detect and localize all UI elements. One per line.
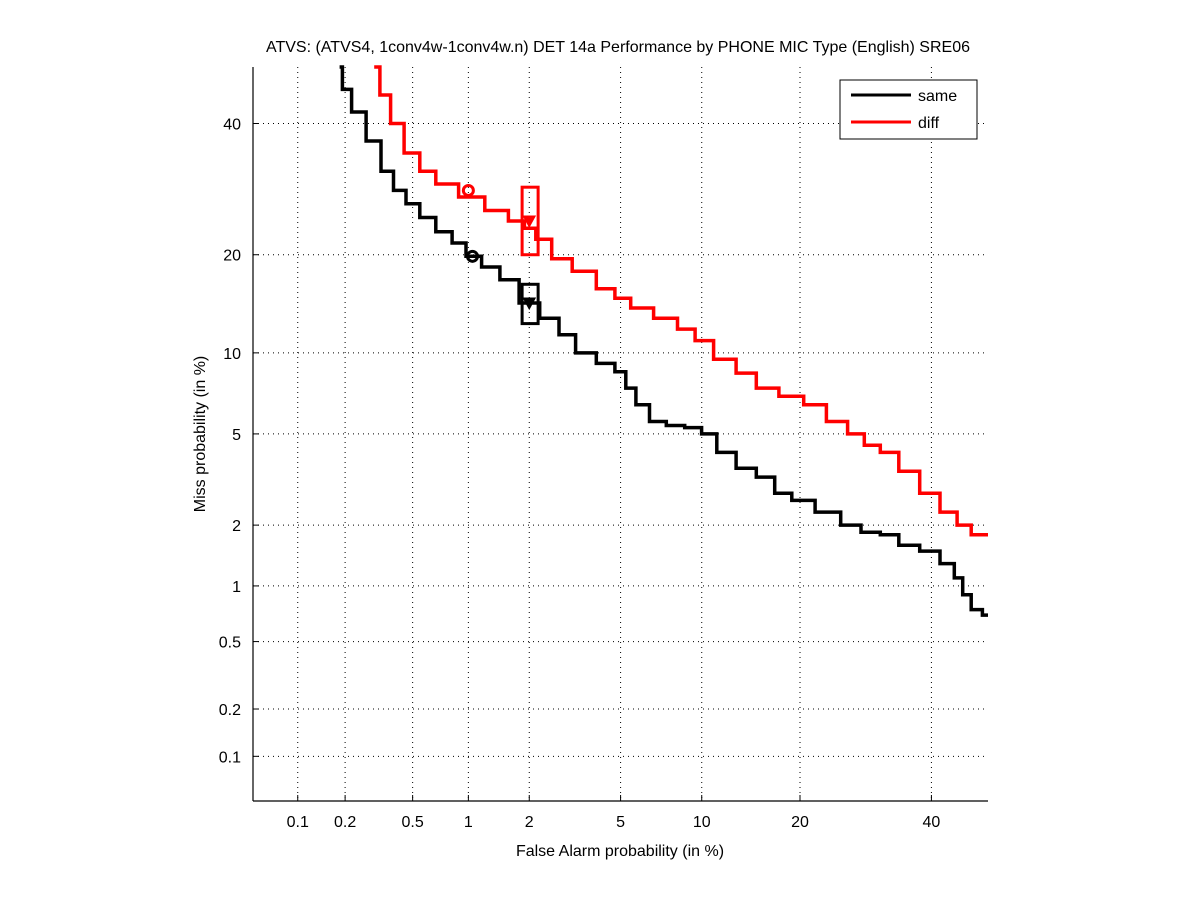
chart-title: ATVS: (ATVS4, 1conv4w-1conv4w.n) DET 14a… xyxy=(266,39,970,56)
act-dcf-box-diff xyxy=(520,185,540,257)
min-dcf-marker-same xyxy=(465,249,479,263)
curves xyxy=(339,65,988,617)
y-tick-label: 5 xyxy=(232,427,241,444)
curve-diff xyxy=(374,65,988,537)
y-tick-label: 2 xyxy=(232,518,241,535)
y-tick-label: 10 xyxy=(223,346,241,363)
y-tick-label: 0.2 xyxy=(219,702,241,719)
x-ticks: 0.1 0.2 0.5 1 2 5 10 20 40 xyxy=(287,795,941,831)
y-tick-label: 1 xyxy=(232,579,241,596)
legend: same diff xyxy=(839,79,978,140)
x-tick-label: 20 xyxy=(791,814,809,831)
markers xyxy=(461,183,540,326)
act-dcf-marker-same xyxy=(522,297,537,311)
y-ticks: 0.1 0.2 0.5 1 2 5 10 20 40 xyxy=(219,117,259,766)
x-tick-label: 0.5 xyxy=(402,814,424,831)
x-tick-label: 5 xyxy=(616,814,625,831)
curve-same xyxy=(339,65,988,617)
y-tick-label: 20 xyxy=(223,248,241,265)
x-tick-label: 2 xyxy=(525,814,534,831)
y-tick-label: 0.5 xyxy=(219,635,241,652)
x-tick-label: 0.2 xyxy=(334,814,356,831)
x-tick-label: 10 xyxy=(693,814,711,831)
act-dcf-marker-diff xyxy=(522,215,537,229)
x-tick-label: 0.1 xyxy=(287,814,309,831)
x-tick-label: 40 xyxy=(923,814,941,831)
legend-box xyxy=(839,79,978,140)
act-dcf-box-same xyxy=(520,282,540,326)
x-tick-label: 1 xyxy=(464,814,473,831)
legend-label-diff: diff xyxy=(918,115,940,132)
legend-label-same: same xyxy=(918,88,957,105)
y-axis-label: Miss probability (in %) xyxy=(192,356,209,512)
min-dcf-marker-diff xyxy=(461,183,475,197)
x-axis-label: False Alarm probability (in %) xyxy=(516,843,724,860)
y-tick-label: 40 xyxy=(223,117,241,134)
y-tick-label: 0.1 xyxy=(219,749,241,766)
